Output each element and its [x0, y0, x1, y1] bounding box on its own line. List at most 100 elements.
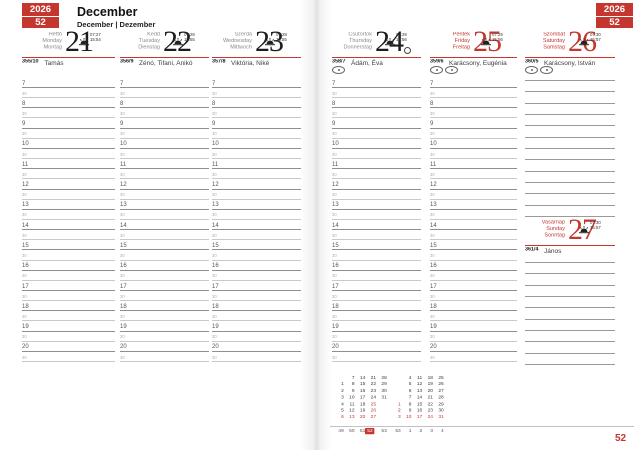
- time-slot-line: [332, 208, 421, 210]
- mini-cal-week-number: 52: [365, 428, 375, 435]
- mini-cal-date: 1: [341, 381, 344, 388]
- sun-times: 07:30 15:57: [590, 221, 609, 231]
- hour-label: 9: [22, 121, 26, 128]
- time-slot-line: [332, 249, 421, 251]
- namedays: János: [544, 248, 562, 255]
- half-hour-label: 30: [332, 314, 337, 320]
- half-hour-label: 30: [332, 91, 337, 96]
- weekday-name: Tuesday: [139, 38, 160, 44]
- hour-label: 12: [22, 182, 29, 188]
- time-slot-line: [22, 350, 115, 352]
- time-slot-line: [430, 361, 517, 363]
- mini-cal-date: 11: [349, 401, 355, 407]
- half-hour-label: 30: [430, 91, 435, 96]
- time-slot-line: [120, 279, 209, 281]
- time-slot-line: [332, 269, 421, 271]
- weekday-name: Szombat: [543, 32, 565, 38]
- sun-times: 07:28 15:55: [184, 33, 203, 43]
- time-slot-line: [212, 320, 301, 322]
- hour-label: 15: [332, 242, 339, 249]
- hour-label: 15: [212, 242, 219, 249]
- mini-cal-date: 5: [341, 407, 344, 414]
- hour-label: 14: [22, 222, 29, 229]
- time-slot-line: [430, 249, 517, 251]
- sun-icon: [173, 34, 183, 46]
- hour-label: 7: [22, 80, 26, 87]
- time-slot-line: [120, 361, 209, 363]
- half-hour-label: 30: [332, 355, 337, 360]
- time-slot-line: [212, 218, 301, 220]
- time-slot-line: [120, 229, 209, 231]
- mini-cal-date: 19: [427, 381, 433, 388]
- ruled-grid: [525, 30, 615, 325]
- half-hour-label: 30: [212, 193, 217, 198]
- namedays: Ádám, Éva: [351, 60, 383, 67]
- time-slot-line: [22, 249, 115, 251]
- hour-label: 18: [120, 303, 127, 310]
- weekday-name: Sunday: [546, 226, 565, 232]
- mini-cal-date: 23: [427, 407, 433, 414]
- half-hour-label: 30: [430, 193, 435, 198]
- time-slot-line: [120, 178, 209, 180]
- time-slot-line: [22, 87, 115, 88]
- namedays: Zénó, Tifani, Anikó: [139, 60, 193, 67]
- note-line: [525, 181, 615, 183]
- half-hour-label: 30: [430, 274, 435, 279]
- note-line: [525, 262, 615, 263]
- mini-cal-date: 7: [408, 394, 412, 401]
- marker-dot: [435, 69, 438, 71]
- week-label: 52: [35, 17, 46, 28]
- sunrise-time: 07:28: [276, 33, 287, 38]
- mini-cal-date: 11: [417, 375, 423, 381]
- namedays: Karácsony, István: [544, 60, 596, 67]
- half-hour-label: 30: [332, 172, 337, 178]
- time-slot-line: [22, 208, 115, 210]
- mini-cal-date: 8: [351, 381, 355, 388]
- time-slot-line: [22, 269, 115, 271]
- hour-grid: 7 30 8 30 9 30 10 30 11 30 12 30 13 30 14 30 15 30 16 30 17 3…: [332, 80, 421, 375]
- nameday-row: 357/8 Viktória, Niké: [212, 59, 301, 69]
- time-slot-line: [430, 229, 517, 231]
- time-slot-line: [430, 259, 517, 261]
- time-slot-line: [22, 330, 115, 332]
- mini-cal-week-number: 1: [408, 428, 412, 434]
- time-slot-line: [22, 107, 115, 109]
- time-slot-line: [120, 147, 209, 149]
- note-line: [525, 170, 615, 172]
- mini-cal-date: 7: [351, 375, 355, 381]
- hour-label: 14: [430, 222, 437, 229]
- hour-label: 10: [120, 141, 127, 148]
- time-slot-line: [22, 279, 115, 281]
- day-of-year: 355/10: [22, 59, 39, 65]
- mini-cal-date: 13: [416, 388, 423, 394]
- time-slot-line: [212, 168, 301, 170]
- time-slot-line: [332, 320, 421, 322]
- note-line: [525, 136, 615, 138]
- month-subtitle: December | Dezember: [77, 20, 156, 29]
- time-slot-line: [120, 208, 209, 210]
- time-slot-line: [120, 330, 209, 332]
- mini-cal-date: 27: [438, 388, 444, 394]
- half-hour-label: 30: [430, 152, 435, 157]
- weekday-name: Friday: [454, 38, 470, 44]
- hour-label: 7: [212, 80, 216, 87]
- hour-label: 14: [332, 222, 339, 229]
- note-line: [525, 352, 615, 354]
- note-line: [525, 113, 615, 115]
- time-slot-line: [430, 87, 517, 88]
- hour-label: 19: [332, 324, 339, 331]
- mini-cal-week-number: 53: [381, 428, 387, 434]
- mini-cal-date: 25: [438, 375, 444, 381]
- time-slot-line: [22, 97, 115, 99]
- sunrise-time: 07:30: [590, 221, 601, 226]
- mini-cal-week-number: 2: [419, 428, 423, 434]
- note-line: [525, 91, 615, 93]
- time-slot-line: [212, 340, 301, 342]
- namedays: Tamás: [44, 60, 64, 67]
- weekday-name: Freitag: [452, 44, 470, 51]
